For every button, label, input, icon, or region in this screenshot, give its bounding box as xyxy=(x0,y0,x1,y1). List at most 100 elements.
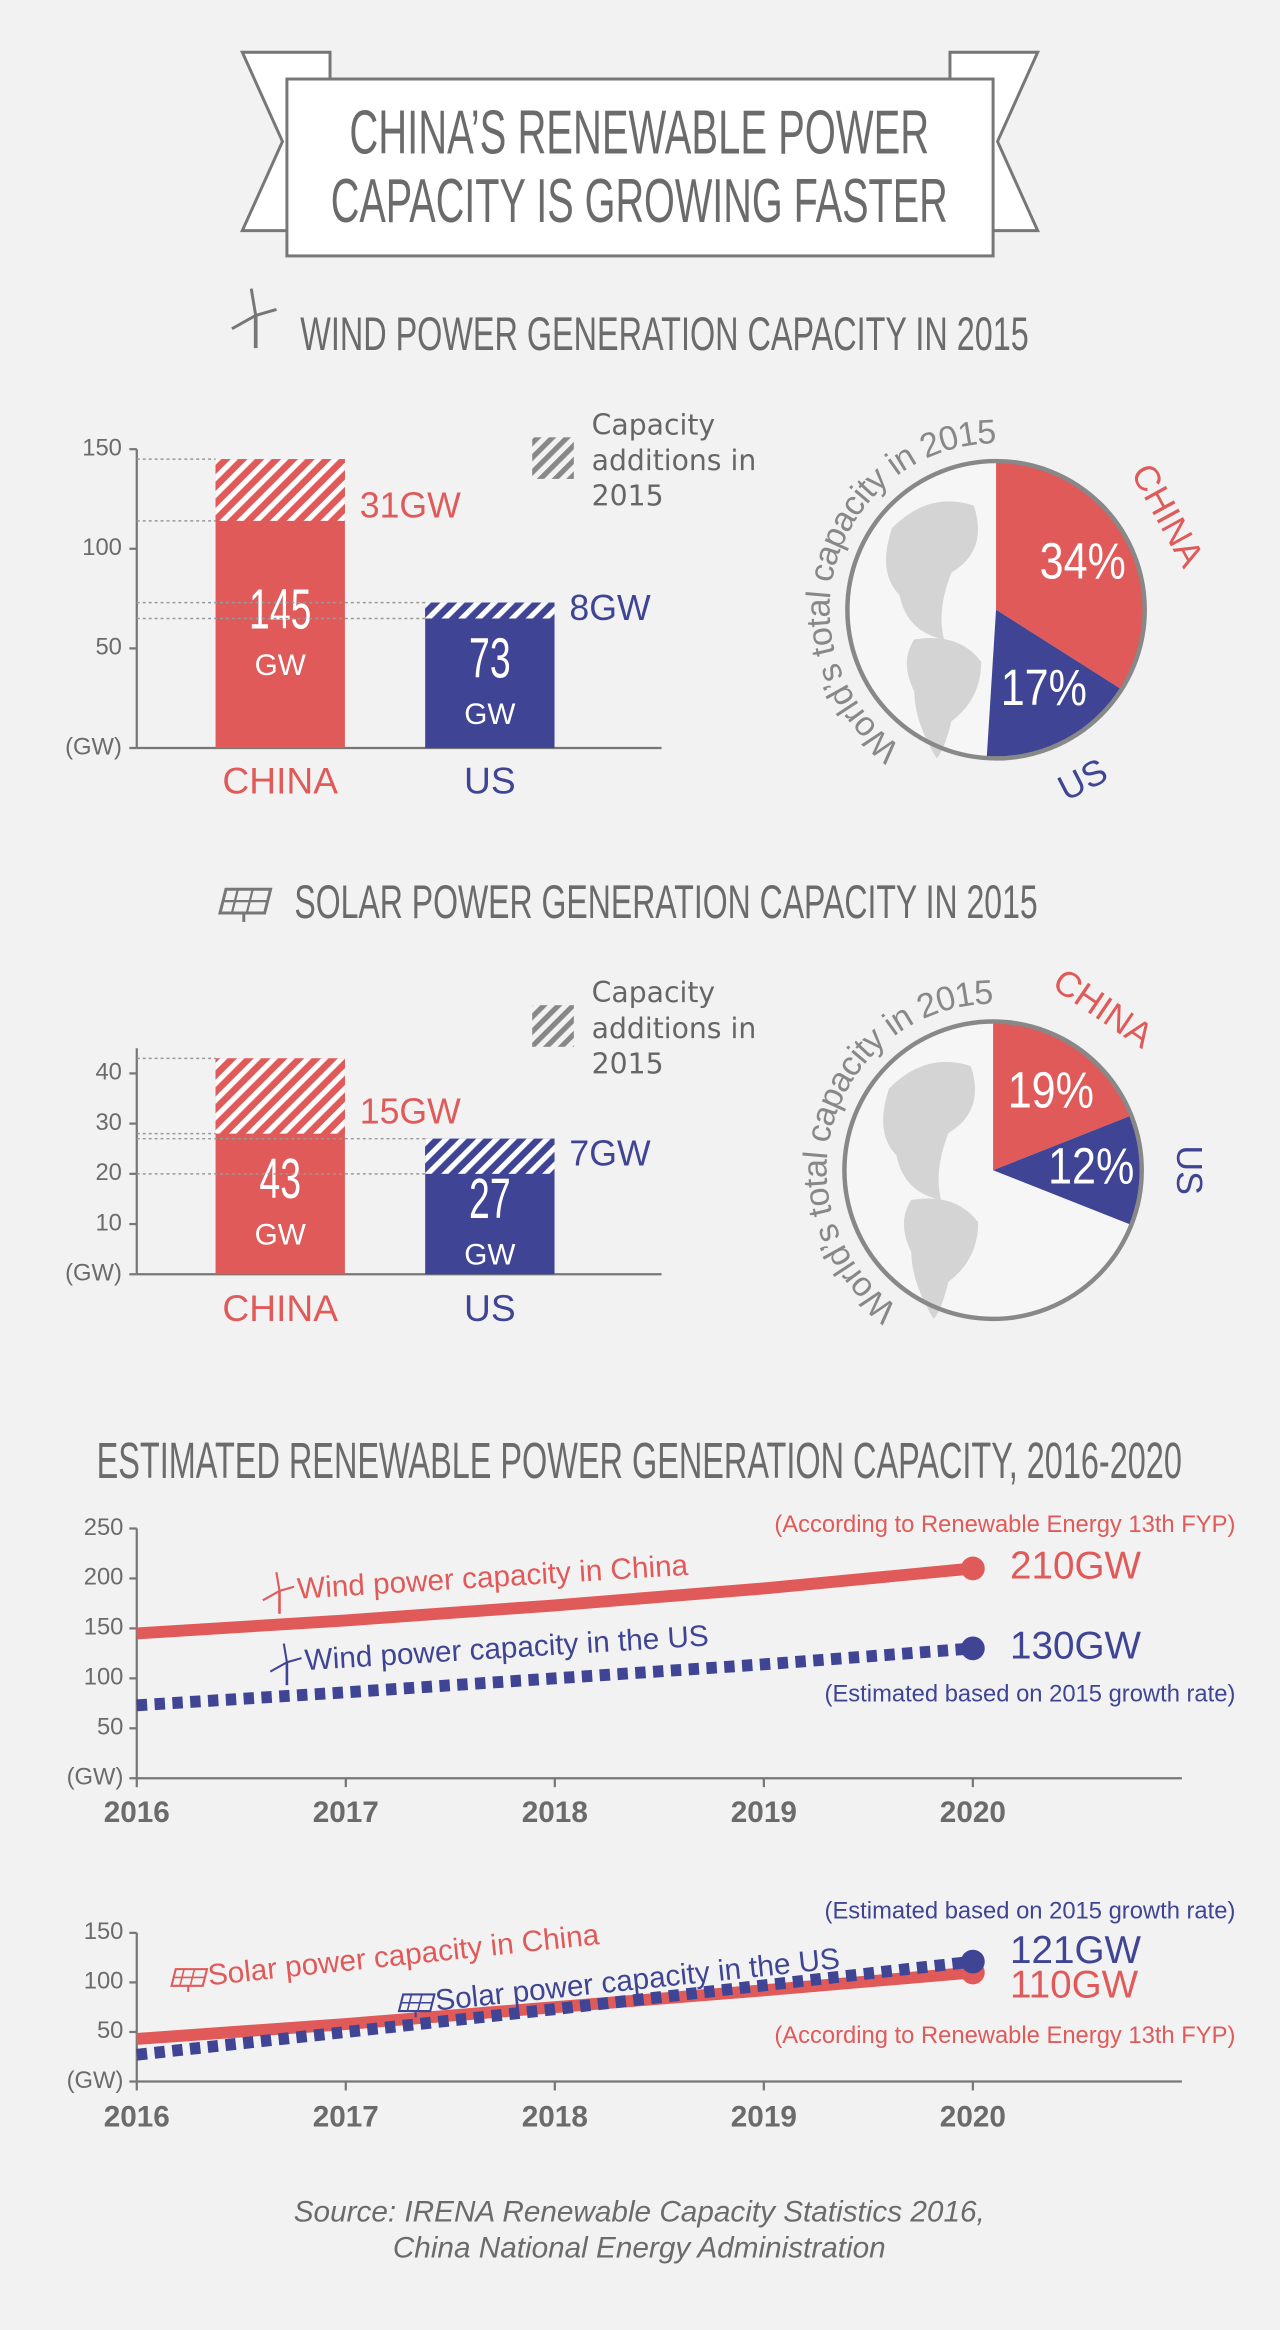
x-tick-label: US xyxy=(464,1287,516,1329)
section-heading: WIND POWER GENERATION CAPACITY IN 2015 xyxy=(300,308,1028,361)
x-tick-label: 2019 xyxy=(731,1796,797,1829)
y-tick-label: 50 xyxy=(97,1714,123,1741)
legend: Capacity additions in 2015 xyxy=(591,976,757,1082)
series-line xyxy=(136,1642,974,1712)
end-marker xyxy=(960,1949,985,1974)
pie-value-label: 17% xyxy=(1001,659,1087,716)
icon-part xyxy=(170,1968,209,1987)
y-tick-label: (GW) xyxy=(65,733,122,760)
icon-part xyxy=(218,887,273,915)
y-tick-label: 150 xyxy=(84,1614,124,1641)
addition-label: 31GW xyxy=(360,485,461,525)
bar xyxy=(425,602,555,748)
series-note: (Estimated based on 2015 growth rate) xyxy=(825,1897,1236,1924)
bar-unit-label: GW xyxy=(255,1219,306,1252)
x-tick-label: 2017 xyxy=(313,2101,379,2134)
series-line xyxy=(136,1955,974,2061)
series-line xyxy=(136,1562,974,1640)
legend-label: Capacity additions in 2015 xyxy=(591,976,757,1082)
solar-icon xyxy=(218,887,273,922)
y-tick-label: 100 xyxy=(84,1664,124,1691)
bar-unit-label: GW xyxy=(255,649,306,682)
icon-part xyxy=(222,888,268,914)
value-label: 130GW xyxy=(1010,1625,1142,1668)
pie-value-label: 19% xyxy=(1008,1061,1094,1118)
end-marker xyxy=(960,1556,985,1581)
bar-total-label: 43 xyxy=(259,1147,301,1210)
y-tick-label: 50 xyxy=(95,634,121,661)
globe-outline xyxy=(842,1019,1144,1322)
source: Source: IRENA Renewable Capacity Statist… xyxy=(294,2196,985,2229)
y-tick-label: (GW) xyxy=(67,2067,124,2094)
x-tick-label: 2019 xyxy=(731,2101,797,2134)
y-tick-label: 50 xyxy=(97,2017,123,2044)
icon-part xyxy=(262,1572,295,1602)
addition-label: 15GW xyxy=(360,1091,461,1131)
pie-value-label: 12% xyxy=(1048,1138,1134,1195)
icon-part xyxy=(397,1993,436,2013)
x-tick-label: 2016 xyxy=(104,2101,170,2134)
icon-part xyxy=(401,1994,433,2012)
icon-part xyxy=(269,1643,302,1673)
continent xyxy=(883,1061,976,1200)
y-tick-label: 100 xyxy=(84,1968,124,1995)
wind-icon xyxy=(262,1572,295,1614)
pie-slice xyxy=(986,609,1122,759)
x-tick-label: 2016 xyxy=(104,1796,170,1829)
y-tick-label: 250 xyxy=(84,1514,124,1541)
pie-slice xyxy=(993,1115,1142,1225)
y-tick-label: 20 xyxy=(95,1159,121,1186)
value-label: 121GW xyxy=(1010,1929,1142,1972)
solar-icon xyxy=(397,1993,436,2018)
y-tick-label: (GW) xyxy=(65,1260,122,1287)
y-tick-label: 10 xyxy=(95,1209,121,1236)
y-tick-label: 100 xyxy=(82,534,122,561)
bar-unit-label: GW xyxy=(464,698,515,731)
y-tick-label: 200 xyxy=(84,1564,124,1591)
legend: Capacity additions in 2015 xyxy=(592,409,757,513)
end-marker xyxy=(960,1636,985,1661)
bar-addition xyxy=(215,459,345,521)
pie-category-label: US xyxy=(1169,1145,1209,1195)
title-line: CAPACITY IS GROWING FASTER xyxy=(331,166,948,236)
bar-total-label: 27 xyxy=(469,1167,511,1230)
bar-addition xyxy=(425,1138,555,1174)
pie-value-label: 34% xyxy=(1040,533,1126,590)
title-line: CHINA’S RENEWABLE POWER xyxy=(349,97,929,167)
bar-total-label: 145 xyxy=(249,578,311,641)
series-note: (According to Renewable Energy 13th FYP) xyxy=(774,1511,1235,1538)
legend-swatch xyxy=(532,1005,574,1047)
x-tick-label: CHINA xyxy=(222,1287,338,1329)
x-tick-label: 2018 xyxy=(522,2101,588,2134)
series-note: (Estimated based on 2015 growth rate) xyxy=(825,1680,1236,1707)
icon-part xyxy=(173,1968,205,1986)
x-tick-label: 2018 xyxy=(522,1796,588,1829)
wind-icon xyxy=(269,1643,302,1686)
section-heading: SOLAR POWER GENERATION CAPACITY IN 2015 xyxy=(294,876,1037,929)
addition-label: 8GW xyxy=(569,588,651,628)
y-tick-label: (GW) xyxy=(67,1764,124,1791)
legend-swatch xyxy=(532,437,574,479)
source: China National Energy Administration xyxy=(393,2231,886,2264)
pie-slice xyxy=(996,461,1145,690)
x-tick-label: 2020 xyxy=(940,2101,1006,2134)
y-tick-label: 150 xyxy=(84,1918,124,1945)
y-tick-label: 40 xyxy=(95,1059,121,1086)
continent xyxy=(903,1198,979,1319)
icon-part xyxy=(231,288,277,331)
section-heading: ESTIMATED RENEWABLE POWER GENERATION CAP… xyxy=(97,1432,1182,1489)
bar-unit-label: GW xyxy=(464,1239,515,1272)
x-tick-label: 2017 xyxy=(313,1796,379,1829)
continent xyxy=(906,637,982,759)
title-banner: CHINA’S RENEWABLE POWER CAPACITY IS GROW… xyxy=(240,50,1040,258)
value-label: 210GW xyxy=(1010,1545,1142,1588)
addition-label: 7GW xyxy=(569,1134,651,1174)
series-line xyxy=(136,1966,974,2045)
y-tick-label: 150 xyxy=(82,434,122,461)
series-note: (According to Renewable Energy 13th FYP) xyxy=(774,2022,1235,2049)
bar-addition xyxy=(425,602,555,619)
solar-icon xyxy=(170,1968,209,1993)
x-tick-label: US xyxy=(464,759,516,801)
y-tick-label: 30 xyxy=(95,1109,121,1136)
